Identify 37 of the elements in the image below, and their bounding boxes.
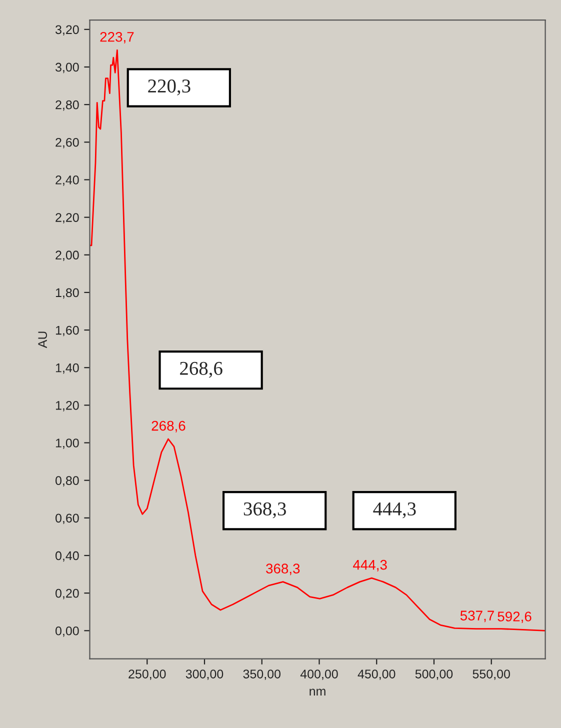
annotation: 444,3 — [353, 560, 387, 572]
y-tick-label: 3,20 — [55, 25, 79, 36]
annotation: 537,7 — [460, 610, 494, 622]
annotation: 220,3 — [148, 79, 190, 96]
annotation: 592,6 — [498, 612, 532, 624]
x-tick-label: 550,00 — [472, 670, 510, 680]
annotation: 223,7 — [100, 32, 134, 44]
y-tick-label: 2,40 — [56, 176, 79, 186]
x-tick-label: 350,00 — [243, 670, 281, 680]
x-tick-label: 450,00 — [358, 670, 396, 680]
y-tick-label: 2,00 — [56, 250, 79, 262]
line-series — [90, 49, 546, 632]
y-tick-label: 0,00 — [56, 626, 79, 637]
x-axis-title: nm — [310, 688, 326, 696]
annotation: 268,6 — [180, 362, 222, 378]
y-tick-label: 1,80 — [56, 288, 79, 299]
annotation: 444,3 — [373, 502, 416, 518]
y-tick-label: 1,00 — [56, 438, 79, 449]
x-tick-label: 250,00 — [128, 670, 166, 680]
y-tick-label: 2,80 — [56, 100, 79, 111]
y-tick-label: 1,20 — [56, 400, 79, 412]
annotation: 368,3 — [244, 502, 286, 518]
y-tick-label: 2,60 — [56, 138, 79, 148]
y-tick-label: 0,60 — [56, 514, 79, 524]
y-tick-label: 0,20 — [56, 588, 79, 600]
y-tick-label: 1,60 — [56, 326, 79, 336]
annotation: 268,6 — [152, 420, 186, 432]
y-tick-label: 0,40 — [56, 551, 79, 562]
x-tick-label: 500,00 — [415, 670, 453, 680]
y-tick-label: 0,80 — [56, 476, 79, 486]
y-tick-label: 2,20 — [56, 213, 79, 224]
y-axis-title: AU — [38, 332, 47, 348]
annotation: 368,3 — [266, 564, 300, 576]
y-tick-label: 1,40 — [56, 363, 79, 374]
x-tick-label: 300,00 — [186, 670, 224, 680]
x-tick-label: 400,00 — [300, 670, 338, 680]
y-tick-label: 3,00 — [55, 62, 79, 74]
